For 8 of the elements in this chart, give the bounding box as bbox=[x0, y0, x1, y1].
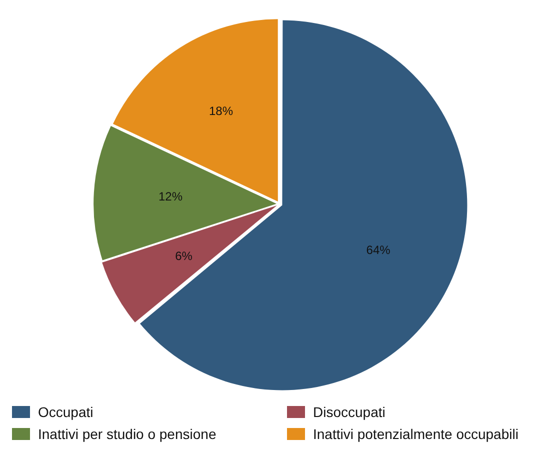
legend-label: Inattivi per studio o pensione bbox=[38, 426, 216, 442]
data-label: 18% bbox=[208, 104, 234, 118]
legend-label: Inattivi potenzialmente occupabili bbox=[313, 426, 518, 442]
legend-label: Occupati bbox=[38, 404, 94, 420]
data-label: 12% bbox=[158, 189, 183, 204]
data-label: 6% bbox=[175, 248, 193, 263]
legend-label: Disoccupati bbox=[313, 404, 386, 420]
data-label: 64% bbox=[366, 242, 391, 257]
